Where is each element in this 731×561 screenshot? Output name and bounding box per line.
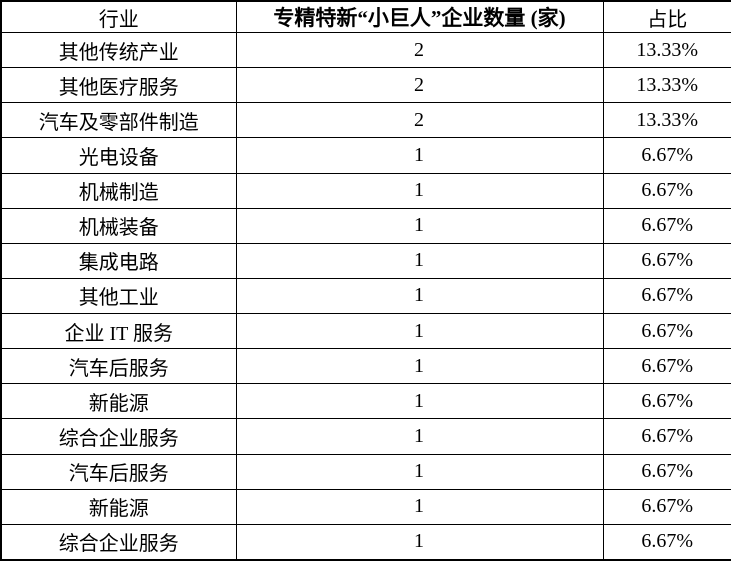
header-count: 专精特新“小巨人”企业数量 (家) — [235, 0, 604, 33]
table-row: 综合企业服务 1 6.67% — [0, 418, 731, 455]
count-cell: 2 — [235, 67, 604, 104]
count-cell: 1 — [235, 242, 604, 279]
header-share: 占比 — [602, 0, 731, 33]
table-row: 新能源 1 6.67% — [0, 383, 731, 420]
share-cell: 6.67% — [602, 172, 731, 209]
count-cell: 2 — [235, 102, 604, 139]
header-industry: 行业 — [0, 0, 237, 33]
table-row: 其他工业 1 6.67% — [0, 277, 731, 315]
industry-cell: 汽车后服务 — [0, 348, 237, 385]
count-cell: 1 — [235, 383, 604, 420]
industry-cell: 其他医疗服务 — [0, 67, 237, 104]
count-cell: 1 — [235, 137, 604, 174]
share-cell: 6.67% — [602, 207, 731, 244]
table-row: 汽车后服务 1 6.67% — [0, 348, 731, 385]
table-row: 企业 IT 服务 1 6.67% — [0, 312, 731, 350]
share-cell: 6.67% — [602, 383, 731, 420]
industry-cell: 新能源 — [0, 383, 237, 420]
count-cell: 1 — [235, 312, 604, 350]
share-cell: 6.67% — [602, 453, 731, 490]
table-body: 其他传统产业 2 13.33% 其他医疗服务 2 13.33% 汽车及零部件制造 2 13.33… — [0, 31, 731, 561]
industry-cell: 企业 IT 服务 — [0, 312, 237, 350]
industry-cell: 其他传统产业 — [0, 31, 237, 69]
share-cell: 6.67% — [602, 348, 731, 385]
table-row: 其他医疗服务 2 13.33% — [0, 67, 731, 104]
industry-cell: 机械装备 — [0, 207, 237, 244]
industry-cell: 其他工业 — [0, 277, 237, 315]
share-cell: 6.67% — [602, 488, 731, 525]
industry-cell: 新能源 — [0, 488, 237, 525]
header-row: 行业 专精特新“小巨人”企业数量 (家) 占比 — [0, 0, 731, 33]
share-cell: 13.33% — [602, 102, 731, 139]
share-cell: 13.33% — [602, 67, 731, 104]
table-row: 机械制造 1 6.67% — [0, 172, 731, 209]
share-cell: 6.67% — [602, 277, 731, 315]
industry-cell: 集成电路 — [0, 242, 237, 279]
count-cell: 1 — [235, 172, 604, 209]
industry-cell: 汽车及零部件制造 — [0, 102, 237, 139]
table-row: 光电设备 1 6.67% — [0, 137, 731, 174]
industry-cell: 综合企业服务 — [0, 418, 237, 455]
share-cell: 13.33% — [602, 31, 731, 69]
count-cell: 1 — [235, 207, 604, 244]
table-row: 汽车后服务 1 6.67% — [0, 453, 731, 490]
share-cell: 6.67% — [602, 523, 731, 561]
table-row: 汽车及零部件制造 2 13.33% — [0, 102, 731, 139]
share-cell: 6.67% — [602, 418, 731, 455]
table-row: 集成电路 1 6.67% — [0, 242, 731, 279]
industry-cell: 综合企业服务 — [0, 523, 237, 561]
count-cell: 2 — [235, 31, 604, 69]
count-cell: 1 — [235, 348, 604, 385]
count-cell: 1 — [235, 453, 604, 490]
industry-cell: 汽车后服务 — [0, 453, 237, 490]
count-cell: 1 — [235, 523, 604, 561]
table-row: 其他传统产业 2 13.33% — [0, 31, 731, 69]
share-cell: 6.67% — [602, 312, 731, 350]
count-cell: 1 — [235, 488, 604, 525]
table-row: 综合企业服务 1 6.67% — [0, 523, 731, 561]
table-row: 新能源 1 6.67% — [0, 488, 731, 525]
count-cell: 1 — [235, 277, 604, 315]
table-row: 机械装备 1 6.67% — [0, 207, 731, 244]
industry-cell: 机械制造 — [0, 172, 237, 209]
share-cell: 6.67% — [602, 137, 731, 174]
share-cell: 6.67% — [602, 242, 731, 279]
count-cell: 1 — [235, 418, 604, 455]
industry-cell: 光电设备 — [0, 137, 237, 174]
